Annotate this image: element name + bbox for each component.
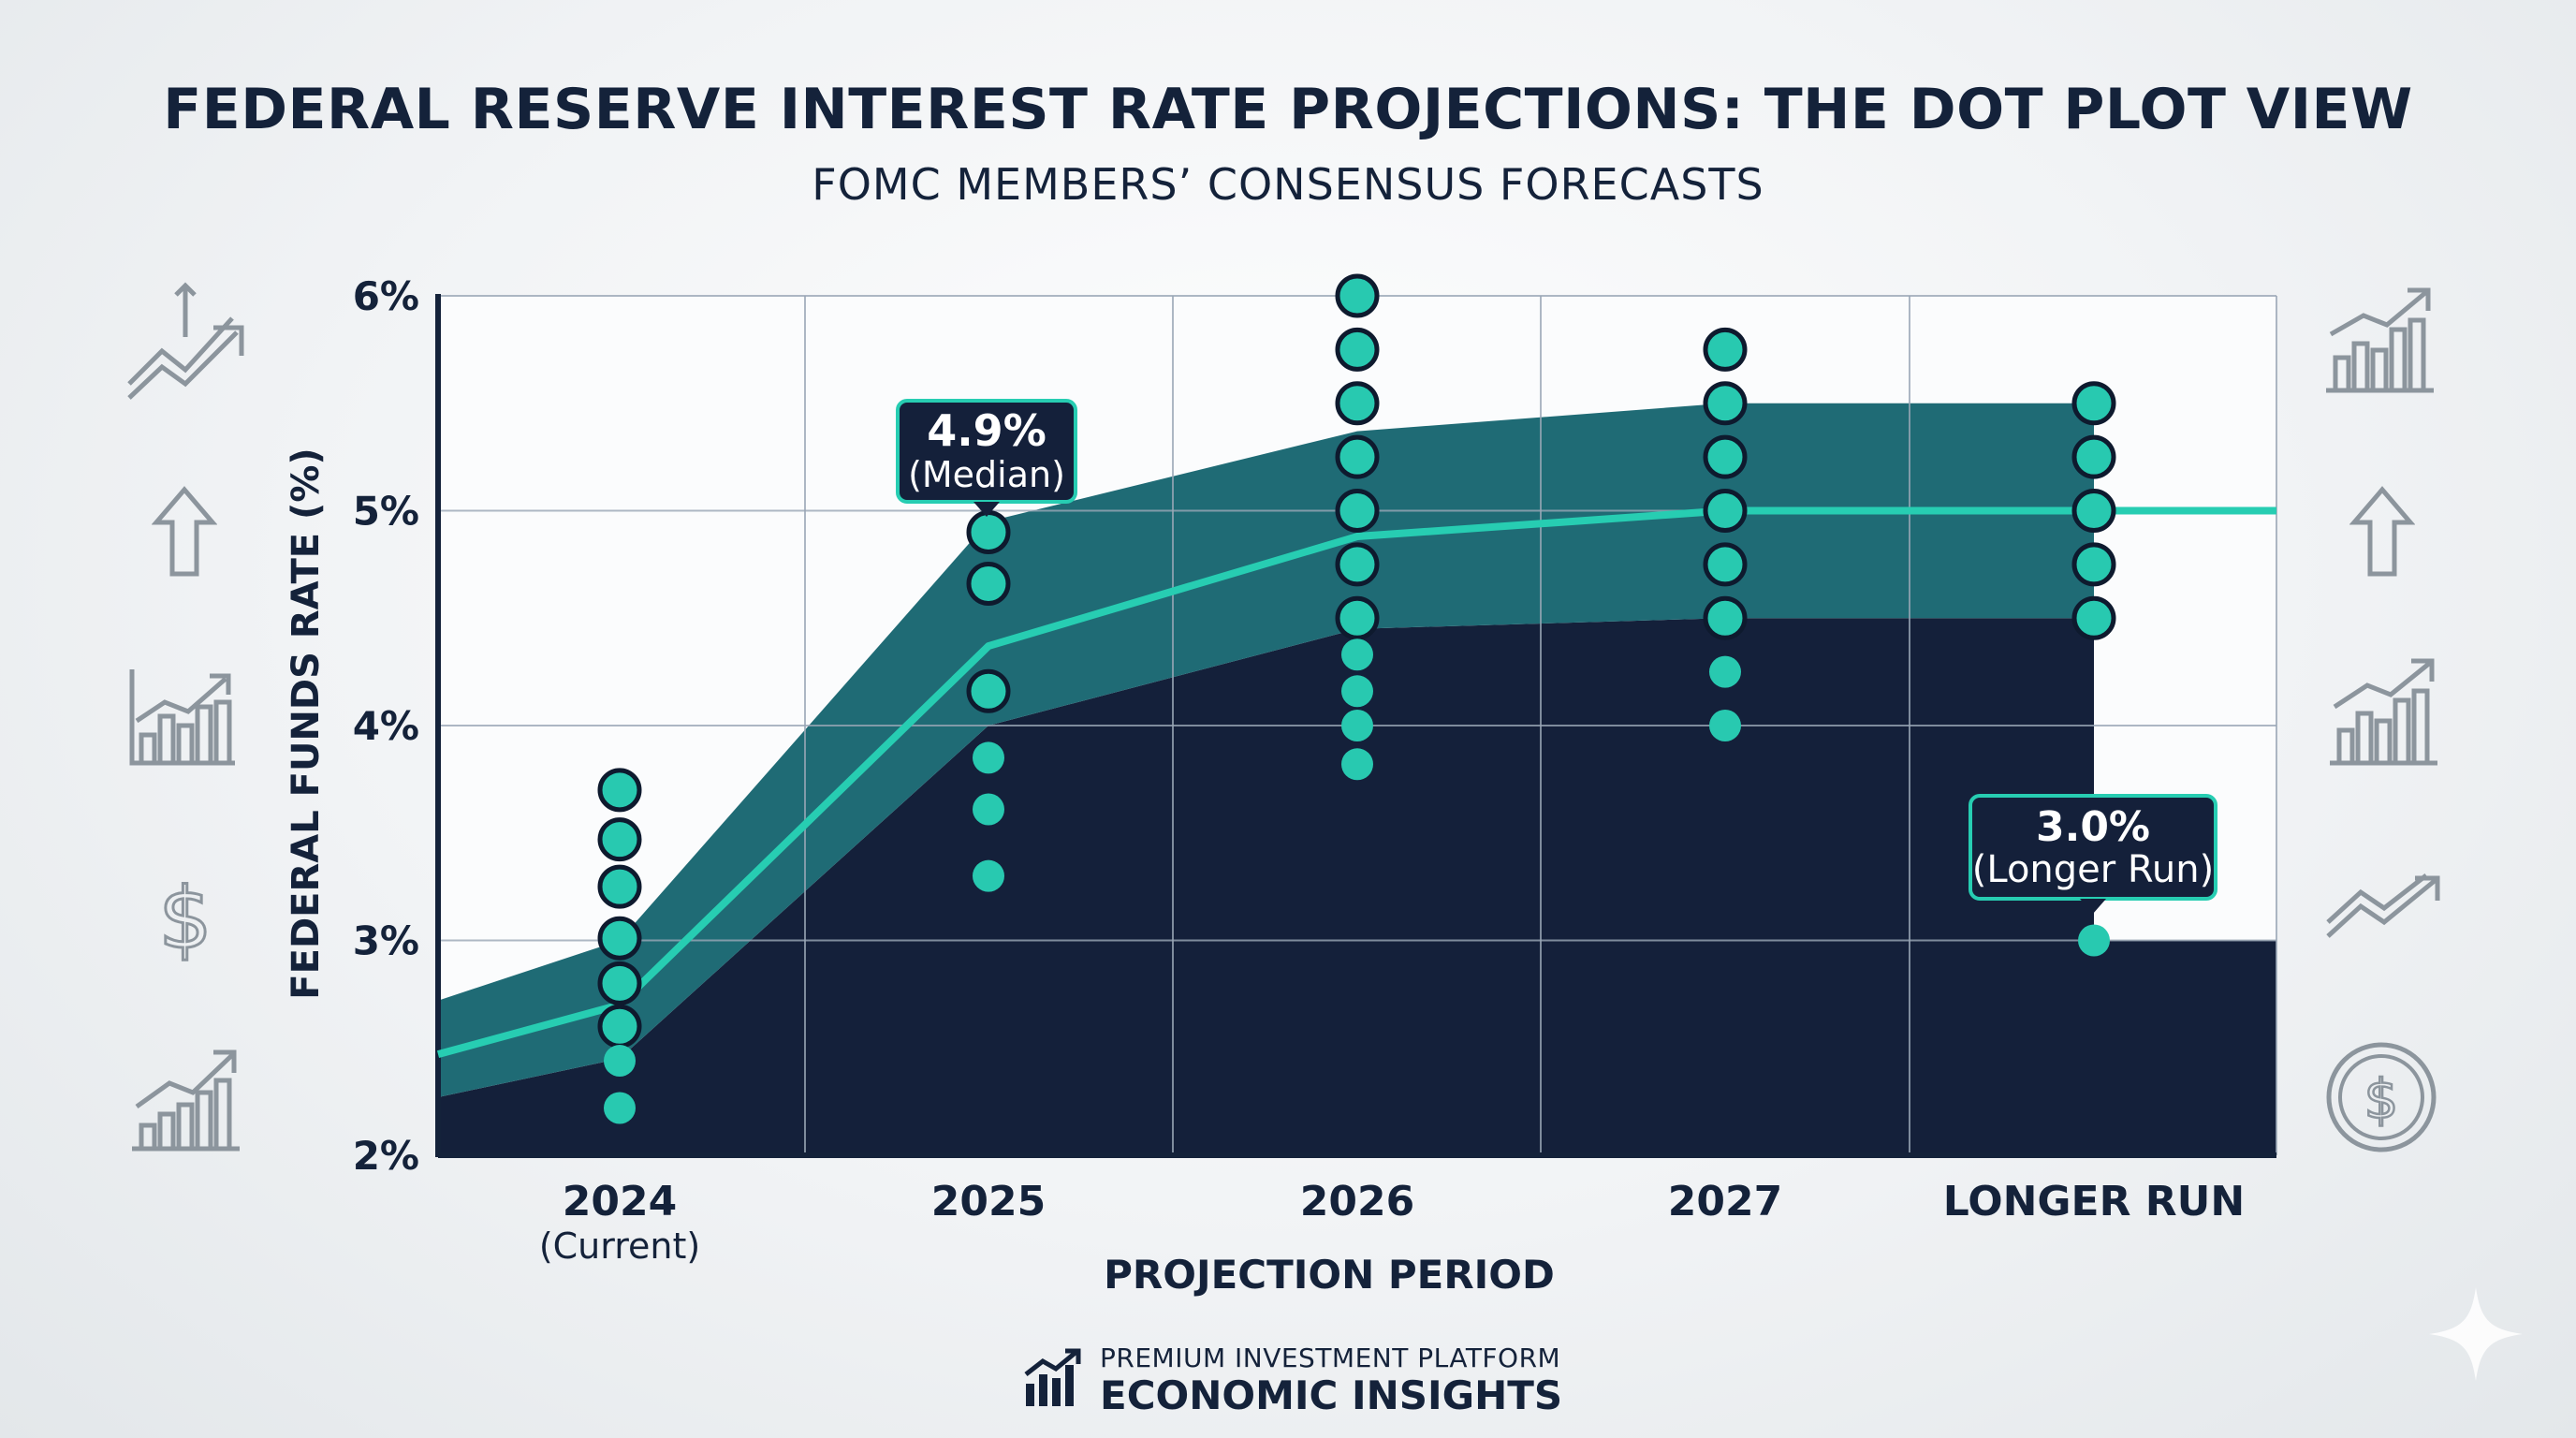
up-arrow-icon <box>2349 486 2415 577</box>
fomc-dot <box>966 668 1011 713</box>
chart-title: FEDERAL RESERVE INTEREST RATE PROJECTION… <box>163 77 2413 142</box>
fomc-dot <box>597 916 642 961</box>
fomc-dot <box>1703 542 1748 587</box>
fomc-dot <box>966 562 1011 607</box>
fomc-dot <box>2071 434 2116 479</box>
x-tick-label: 2025 <box>931 1178 1046 1225</box>
x-tick-label: 2027 <box>1668 1178 1782 1225</box>
annotation-value: 4.9% <box>927 405 1046 456</box>
fomc-dot <box>1335 595 1380 640</box>
x-axis-label: PROJECTION PERIOD <box>1104 1252 1555 1298</box>
dollar-icon: $ <box>157 871 213 964</box>
fomc-dot <box>973 741 1004 774</box>
fomc-dot <box>1335 542 1380 587</box>
x-tick-label: 2024 <box>563 1178 677 1225</box>
fomc-dot <box>2071 381 2116 426</box>
fomc-dot <box>1709 710 1741 741</box>
fomc-dot <box>1703 434 1748 479</box>
y-tick-label: 3% <box>353 918 419 964</box>
fomc-dot <box>1341 710 1373 741</box>
y-tick-label: 4% <box>353 703 419 749</box>
annotation-pointer <box>2080 899 2106 914</box>
up-arrow-icon <box>152 486 217 577</box>
fomc-dot <box>1341 675 1373 708</box>
fomc-dot <box>1335 489 1380 533</box>
fomc-dot <box>973 793 1004 826</box>
fomc-dot <box>597 1004 642 1049</box>
x-tick-label: LONGER RUN <box>1943 1178 2246 1225</box>
fomc-dot <box>597 961 642 1005</box>
bar-chart-icon <box>2330 658 2437 766</box>
fomc-dot <box>597 817 642 862</box>
y-tick-label: 5% <box>353 489 419 535</box>
fomc-dot <box>2078 924 2110 957</box>
fomc-dot <box>2071 595 2116 640</box>
bar-chart-icon <box>2326 287 2434 393</box>
annotation-pointer <box>973 502 1000 517</box>
brand-logo-icon <box>1024 1348 1081 1406</box>
fomc-dot <box>1341 748 1373 781</box>
x-tick-label: 2026 <box>1300 1178 1414 1225</box>
fomc-dot <box>1335 273 1380 318</box>
fomc-dot <box>1703 489 1748 533</box>
fomc-dot <box>1709 655 1741 688</box>
trend-arrow-icon <box>2326 873 2440 938</box>
annotation-callout: 4.9%(Median) <box>896 399 1077 517</box>
footer-brand: ECONOMIC INSIGHTS <box>1100 1372 1563 1418</box>
fomc-dot <box>1341 638 1373 671</box>
annotation-label: (Median) <box>908 454 1065 495</box>
fomc-dot <box>597 768 642 813</box>
fomc-dot <box>1703 381 1748 426</box>
fomc-dot <box>966 509 1011 554</box>
bar-chart-icon <box>132 1049 240 1152</box>
fomc-dot <box>1703 595 1748 640</box>
projection-band <box>438 403 2094 1098</box>
fomc-dot <box>597 864 642 909</box>
fomc-dot <box>1703 327 1748 372</box>
chart-subtitle: FOMC MEMBERS’ CONSENSUS FORECASTS <box>812 159 1764 210</box>
bar-chart-icon <box>129 669 235 766</box>
x-tick-sublabel: (Current) <box>539 1225 700 1267</box>
fomc-dot <box>973 859 1004 892</box>
fomc-dot <box>604 1092 636 1124</box>
svg-text:$: $ <box>2364 1067 2399 1131</box>
fomc-dot <box>2071 489 2116 533</box>
fomc-dot <box>1335 327 1380 372</box>
y-tick-label: 6% <box>353 273 419 319</box>
y-tick-label: 2% <box>353 1133 419 1179</box>
growth-arrows-icon <box>127 282 244 400</box>
svg-text:$: $ <box>158 871 212 964</box>
fomc-dot <box>1335 381 1380 426</box>
fomc-dot <box>604 1045 636 1078</box>
footer-tagline: PREMIUM INVESTMENT PLATFORM <box>1100 1343 1561 1373</box>
annotation-value: 3.0% <box>2036 803 2150 851</box>
sparkle-icon <box>2429 1287 2523 1381</box>
lower-area <box>438 618 2276 1155</box>
fomc-dot <box>2071 542 2116 587</box>
annotation-callout: 3.0%(Longer Run) <box>1969 794 2217 914</box>
fomc-dot <box>1335 434 1380 479</box>
annotation-label: (Longer Run) <box>1972 848 2214 891</box>
dollar-coin-icon: $ <box>2326 1042 2437 1152</box>
y-axis-label: FEDERAL FUNDS RATE (%) <box>285 448 328 999</box>
